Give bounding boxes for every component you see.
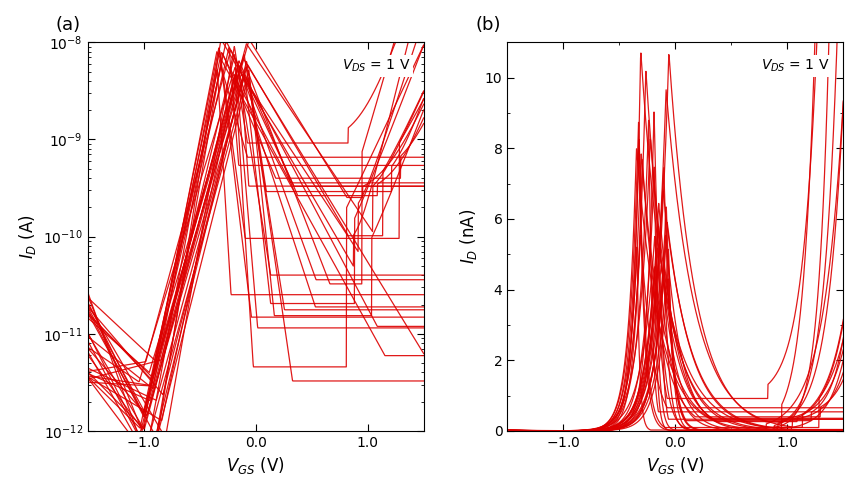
Y-axis label: $I_D$ (nA): $I_D$ (nA): [458, 209, 479, 264]
Text: (a): (a): [56, 16, 81, 35]
X-axis label: $V_{GS}$ (V): $V_{GS}$ (V): [226, 456, 285, 476]
Text: $V_{DS}$ = 1 V: $V_{DS}$ = 1 V: [761, 58, 830, 74]
Text: $V_{DS}$ = 1 V: $V_{DS}$ = 1 V: [341, 58, 410, 74]
X-axis label: $V_{GS}$ (V): $V_{GS}$ (V): [646, 456, 704, 476]
Y-axis label: $I_D$ (A): $I_D$ (A): [16, 214, 38, 259]
Text: (b): (b): [476, 16, 501, 35]
